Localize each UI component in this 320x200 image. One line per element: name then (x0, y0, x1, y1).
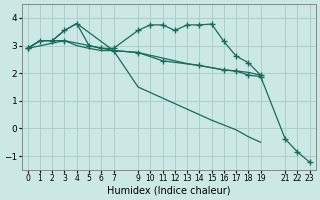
X-axis label: Humidex (Indice chaleur): Humidex (Indice chaleur) (107, 186, 230, 196)
